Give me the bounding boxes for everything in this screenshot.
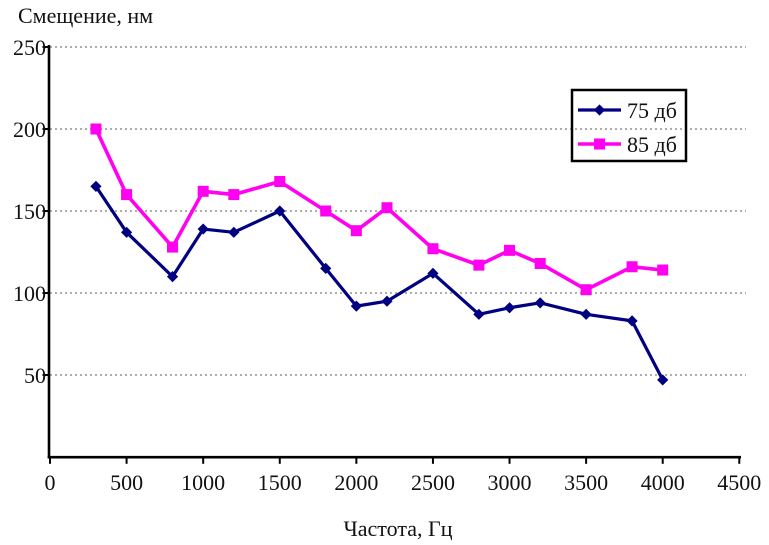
- y-tick-label: 100: [13, 281, 46, 306]
- x-tick-label: 2500: [411, 470, 455, 495]
- data-point-marker: [166, 271, 179, 283]
- data-point-marker: [427, 267, 439, 279]
- data-point-marker: [381, 295, 393, 307]
- data-point-marker: [120, 226, 133, 238]
- x-axis-title: Частота, Гц: [343, 516, 452, 541]
- data-point-marker: [657, 374, 669, 386]
- x-tick-label: 2000: [334, 470, 378, 495]
- data-point-marker: [350, 300, 362, 312]
- x-tick-label: 4000: [641, 470, 685, 495]
- data-point-marker: [90, 123, 102, 135]
- y-tick-label: 50: [24, 363, 46, 388]
- data-point-marker: [274, 175, 286, 187]
- data-point-marker: [580, 308, 592, 320]
- data-point-marker: [274, 205, 286, 217]
- y-axis-title: Смещение, нм: [18, 3, 153, 28]
- x-tick-label: 0: [45, 470, 56, 495]
- gridlines: [50, 46, 746, 376]
- data-point-marker: [626, 261, 638, 273]
- y-tick-label: 250: [13, 35, 46, 60]
- legend: 75 дб 85 дб: [570, 88, 688, 163]
- y-tick-label: 150: [13, 199, 46, 224]
- x-tick-label: 1500: [258, 470, 302, 495]
- data-point-marker: [473, 259, 485, 271]
- data-point-marker: [197, 223, 209, 235]
- legend-marker-sample: [594, 138, 605, 150]
- x-tick-labels: 0 500 1000 1500 2000 2500 3000 3500 4000 4500: [45, 470, 762, 495]
- data-series: [90, 123, 669, 386]
- series-line: [94, 128, 663, 292]
- data-point-marker: [503, 302, 516, 314]
- series-75-дб: [90, 180, 669, 386]
- series-line: [94, 185, 665, 381]
- legend-samples: [578, 104, 621, 150]
- data-point-marker: [534, 257, 546, 269]
- data-point-marker: [90, 180, 102, 192]
- data-point-marker: [228, 189, 240, 201]
- data-point-marker: [657, 264, 669, 276]
- data-point-marker: [121, 189, 133, 201]
- legend-label-85db: 85 дб: [627, 132, 677, 157]
- data-point-marker: [504, 244, 516, 256]
- data-point-marker: [381, 202, 393, 214]
- data-point-marker: [580, 284, 592, 296]
- data-point-marker: [350, 225, 362, 237]
- data-point-marker: [626, 315, 638, 327]
- data-point-marker: [320, 262, 332, 274]
- data-point-marker: [473, 308, 485, 320]
- x-tick-label: 500: [110, 470, 143, 495]
- data-point-marker: [197, 185, 209, 197]
- x-tick-label: 3500: [564, 470, 608, 495]
- y-tick-labels: 50 100 150 200 250: [13, 35, 46, 388]
- legend-marker-sample: [593, 104, 606, 116]
- series-85-дб: [90, 123, 669, 296]
- data-point-marker: [320, 205, 332, 217]
- x-tick-label: 3000: [488, 470, 532, 495]
- x-tick-label: 4500: [717, 470, 761, 495]
- x-tick-label: 1000: [181, 470, 225, 495]
- data-point-marker: [534, 297, 546, 309]
- legend-label-75db: 75 дб: [627, 98, 677, 123]
- y-tick-label: 200: [13, 117, 46, 142]
- data-point-marker: [167, 241, 179, 253]
- axes: [42, 45, 741, 464]
- data-point-marker: [228, 226, 240, 238]
- data-point-marker: [427, 243, 439, 255]
- legend-box: [570, 88, 688, 163]
